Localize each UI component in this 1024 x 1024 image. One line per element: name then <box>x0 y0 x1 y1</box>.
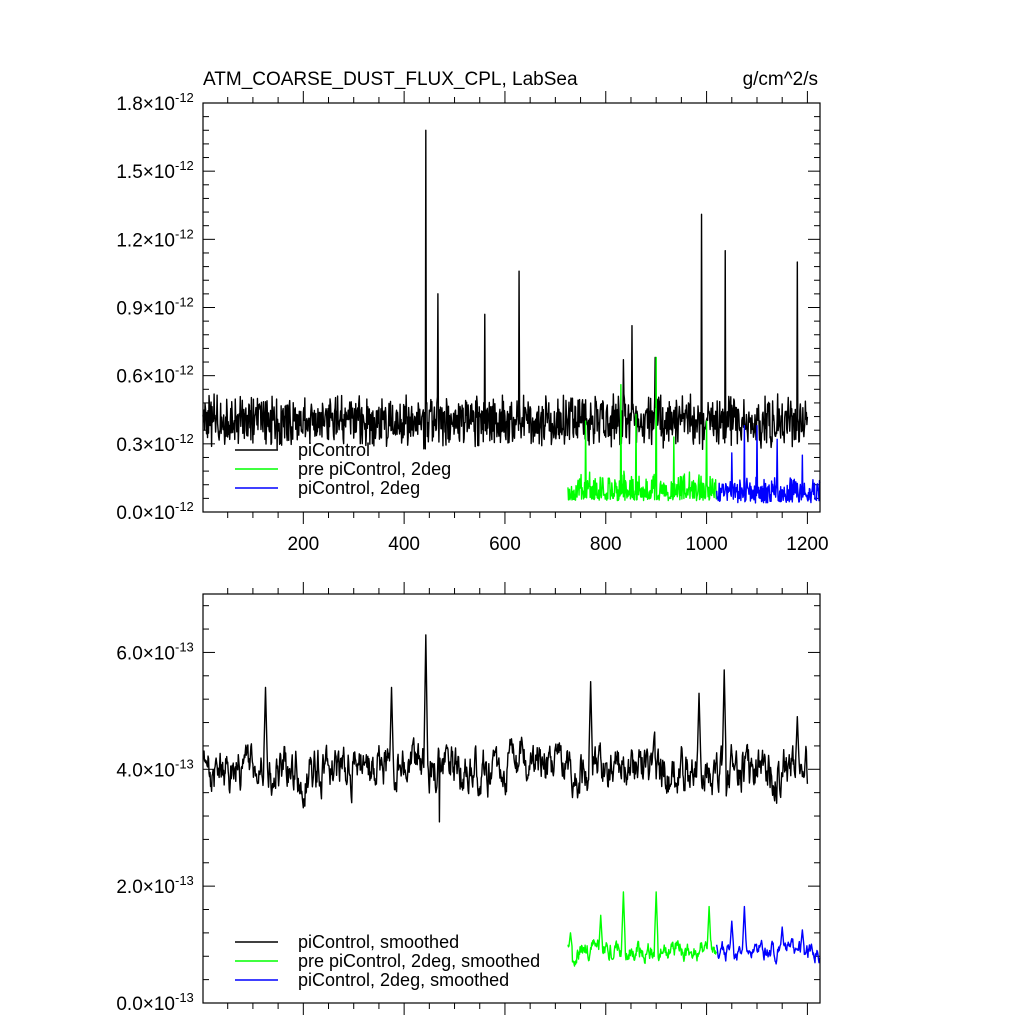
times-ten: ×10 <box>143 877 175 898</box>
legend-label: pre piControl, 2deg, smoothed <box>298 951 540 971</box>
y-tick-label: 6.0×10 <box>116 643 175 664</box>
y-tick-exponent: -13 <box>175 756 194 771</box>
legend-label: piControl <box>298 440 370 460</box>
series-line-picontrol-2deg <box>715 424 821 504</box>
x-tick-label: 400 <box>388 534 420 555</box>
chart-title: ATM_COARSE_DUST_FLUX_CPL, LabSea <box>203 69 578 90</box>
y-tick-label: 0.0×10 <box>116 503 175 524</box>
y-tick-label: 1.2×10 <box>116 230 175 251</box>
legend-label: pre piControl, 2deg <box>298 459 451 479</box>
y-tick-label: 4.0×10 <box>116 760 175 781</box>
y-tick-exponent: -12 <box>175 295 194 310</box>
y-tick-exponent: -13 <box>175 639 194 654</box>
y-tick-mantissa: 0.3 <box>116 435 142 456</box>
y-tick-exponent: -13 <box>175 990 194 1005</box>
x-tick-label: 1200 <box>786 534 828 555</box>
plot-frame <box>202 593 821 1004</box>
y-tick-exponent: -12 <box>175 431 194 446</box>
y-tick-mantissa: 1.8 <box>116 94 142 115</box>
times-ten: ×10 <box>143 162 175 183</box>
series-line-pre-picontrol-2deg-smoothed <box>567 891 718 967</box>
x-tick-label: 200 <box>287 534 319 555</box>
y-tick-label: 0.0×10 <box>116 994 175 1015</box>
times-ten: ×10 <box>143 503 175 524</box>
y-tick-mantissa: 1.5 <box>116 162 142 183</box>
plot-frame <box>202 102 821 513</box>
bottom-panel: 0.0×10 -132.0×10 -134.0×10 -136.0×10 -13piCo… <box>116 582 821 1015</box>
y-tick-exponent: -12 <box>175 226 194 241</box>
legend-label: piControl, 2deg, smoothed <box>298 970 509 990</box>
x-tick-label: 600 <box>489 534 521 555</box>
y-tick-mantissa: 1.2 <box>116 230 142 251</box>
units-label: g/cm^2/s <box>743 69 818 90</box>
y-tick-label: 2.0×10 <box>116 877 175 898</box>
y-tick-mantissa: 0.9 <box>116 299 142 320</box>
y-tick-mantissa: 0.0 <box>116 994 142 1015</box>
y-tick-label: 1.8×10 <box>116 94 175 115</box>
y-tick-exponent: -12 <box>175 363 194 378</box>
y-tick-mantissa: 4.0 <box>116 760 142 781</box>
series-line-pre-picontrol-2deg <box>567 356 718 502</box>
times-ten: ×10 <box>143 299 175 320</box>
top-panel: ATM_COARSE_DUST_FLUX_CPL, LabSea g/cm^2/s… <box>116 69 828 555</box>
y-tick-exponent: -12 <box>175 499 194 514</box>
x-tick-label: 800 <box>590 534 622 555</box>
times-ten: ×10 <box>143 994 175 1015</box>
y-tick-exponent: -12 <box>175 90 194 105</box>
times-ten: ×10 <box>143 94 175 115</box>
y-tick-exponent: -12 <box>175 158 194 173</box>
legend-label: piControl, 2deg <box>298 478 420 498</box>
y-tick-label: 0.9×10 <box>116 299 175 320</box>
times-ten: ×10 <box>143 367 175 388</box>
series-line-picontrol-2deg-smoothed <box>715 905 821 965</box>
y-tick-label: 0.3×10 <box>116 435 175 456</box>
legend-label: piControl, smoothed <box>298 932 459 952</box>
y-tick-exponent: -13 <box>175 873 194 888</box>
y-tick-label: 0.6×10 <box>116 367 175 388</box>
times-ten: ×10 <box>143 760 175 781</box>
series-line-picontrol <box>202 129 809 451</box>
y-tick-mantissa: 0.6 <box>116 367 142 388</box>
times-ten: ×10 <box>143 435 175 456</box>
y-tick-label: 1.5×10 <box>116 162 175 183</box>
times-ten: ×10 <box>143 230 175 251</box>
times-ten: ×10 <box>143 643 175 664</box>
y-tick-mantissa: 0.0 <box>116 503 142 524</box>
y-tick-mantissa: 6.0 <box>116 643 142 664</box>
series-line-picontrol-smoothed <box>202 634 809 823</box>
x-tick-label: 1000 <box>685 534 727 555</box>
y-tick-mantissa: 2.0 <box>116 877 142 898</box>
